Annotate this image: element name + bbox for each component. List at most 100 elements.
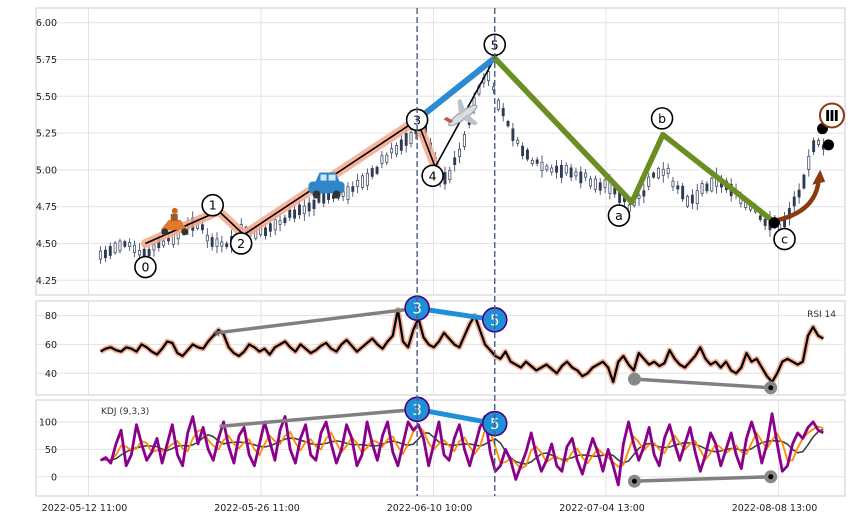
price-panel-frame bbox=[35, 7, 846, 296]
candle-body bbox=[555, 165, 559, 173]
x-tick-label: 2022-06-10 10:00 bbox=[387, 503, 473, 514]
candle-body bbox=[700, 183, 704, 194]
candle-body bbox=[506, 120, 510, 127]
candle-body bbox=[661, 168, 665, 176]
candle-body bbox=[812, 140, 816, 153]
candle-body bbox=[671, 180, 675, 188]
car-roof bbox=[315, 172, 340, 182]
wave-3-5-line bbox=[414, 55, 498, 123]
wave-label-4: 4 bbox=[429, 168, 437, 183]
candle-body bbox=[656, 167, 660, 179]
y-tick-label: 50 bbox=[45, 445, 57, 456]
candle-body bbox=[574, 171, 578, 177]
candle-body bbox=[268, 223, 272, 232]
x-tick-labels: 2022-05-12 11:00 2022-05-26 11:00 2022-06-… bbox=[42, 503, 818, 514]
overlay-layer bbox=[416, 8, 496, 496]
candle-body bbox=[123, 241, 127, 247]
candle-body bbox=[448, 170, 452, 180]
candle-body bbox=[598, 182, 602, 191]
candle-body bbox=[380, 155, 384, 164]
candle-body bbox=[637, 195, 641, 199]
airplane-wing bbox=[457, 98, 466, 116]
x-tick-label: 2022-07-04 13:00 bbox=[559, 503, 645, 514]
rsi-divergence-dot-inner bbox=[768, 385, 774, 391]
candle-body bbox=[128, 242, 132, 247]
candle-body bbox=[370, 168, 374, 177]
candle-body bbox=[278, 220, 282, 225]
candle-body bbox=[492, 86, 495, 91]
wave-label-1: 1 bbox=[209, 198, 217, 213]
candle-body bbox=[210, 237, 214, 247]
candle-body bbox=[113, 242, 117, 254]
car-icon bbox=[308, 172, 345, 199]
candle-body bbox=[792, 196, 796, 207]
candle-body bbox=[399, 139, 403, 151]
wave-label-a: a bbox=[615, 208, 623, 223]
car-window bbox=[320, 174, 327, 181]
candle-body bbox=[647, 176, 651, 187]
y-tick-label: 5.75 bbox=[36, 55, 57, 66]
correction-wave-line bbox=[491, 55, 777, 225]
panel-frames bbox=[35, 7, 846, 497]
candle-body bbox=[584, 172, 588, 178]
candle-body bbox=[215, 238, 219, 247]
candle-body bbox=[802, 174, 806, 189]
y-tick-label: 5.50 bbox=[36, 92, 57, 103]
scooter-seat bbox=[170, 213, 178, 221]
rsi-divergence-line bbox=[634, 377, 771, 390]
candle-body bbox=[137, 249, 141, 256]
candle-body bbox=[525, 149, 529, 160]
candle-body bbox=[797, 189, 801, 198]
candle-body bbox=[375, 166, 379, 174]
airplane-wing bbox=[461, 114, 478, 126]
price-panel: 012345abcⅢ bbox=[99, 33, 845, 279]
candle-body bbox=[569, 167, 573, 178]
rsi-divergence-line bbox=[216, 306, 418, 335]
candle-body bbox=[162, 240, 166, 246]
car-body bbox=[308, 181, 345, 194]
candle-body bbox=[409, 131, 413, 144]
y-tick-labels: 4.25 4.50 4.75 5.00 5.25 5.50 5.75 6.00 40 60 80 0 5… bbox=[36, 18, 57, 483]
wave-label-circle bbox=[607, 204, 631, 227]
y-tick-label: 6.00 bbox=[36, 18, 57, 29]
candle-body bbox=[550, 167, 554, 173]
candle-body bbox=[545, 165, 549, 171]
y-tick-label: 100 bbox=[39, 417, 57, 428]
candle-body bbox=[404, 133, 408, 146]
wave-label-c: c bbox=[781, 232, 788, 247]
scooter-body bbox=[160, 219, 187, 230]
candle-body bbox=[273, 219, 277, 231]
car-window bbox=[328, 174, 336, 181]
candle-body bbox=[307, 202, 311, 212]
forecast-arrow-head bbox=[812, 169, 826, 185]
candle-body bbox=[302, 205, 306, 215]
candle-body bbox=[99, 250, 103, 260]
candle-body bbox=[443, 172, 447, 185]
candle-body bbox=[453, 157, 457, 165]
candle-body bbox=[521, 145, 525, 157]
rsi-series-label: RSI 14 bbox=[807, 310, 836, 320]
candle-body bbox=[530, 159, 534, 164]
candle-body bbox=[108, 246, 112, 256]
x-tick-label: 2022-05-12 11:00 bbox=[42, 503, 128, 514]
candle-body bbox=[681, 185, 685, 200]
candle-body bbox=[356, 180, 360, 187]
scooter-wheel bbox=[181, 228, 189, 236]
wave-label-2: 2 bbox=[237, 236, 245, 251]
candle-body bbox=[288, 209, 292, 218]
candle-body bbox=[603, 179, 607, 188]
candle-body bbox=[710, 177, 714, 192]
candle-body bbox=[807, 156, 811, 170]
kdj-divergence-line bbox=[219, 407, 418, 429]
candle-body bbox=[705, 183, 709, 192]
scooter-wheel bbox=[161, 228, 169, 236]
candle-body bbox=[496, 99, 500, 110]
candle-body bbox=[118, 240, 122, 252]
candle-body bbox=[385, 154, 389, 163]
candle-body bbox=[361, 175, 364, 188]
candle-body bbox=[564, 164, 568, 174]
candle-body bbox=[642, 190, 646, 197]
candle-body bbox=[462, 134, 466, 147]
y-tick-label: 4.75 bbox=[36, 202, 57, 213]
candle-body bbox=[817, 140, 820, 145]
